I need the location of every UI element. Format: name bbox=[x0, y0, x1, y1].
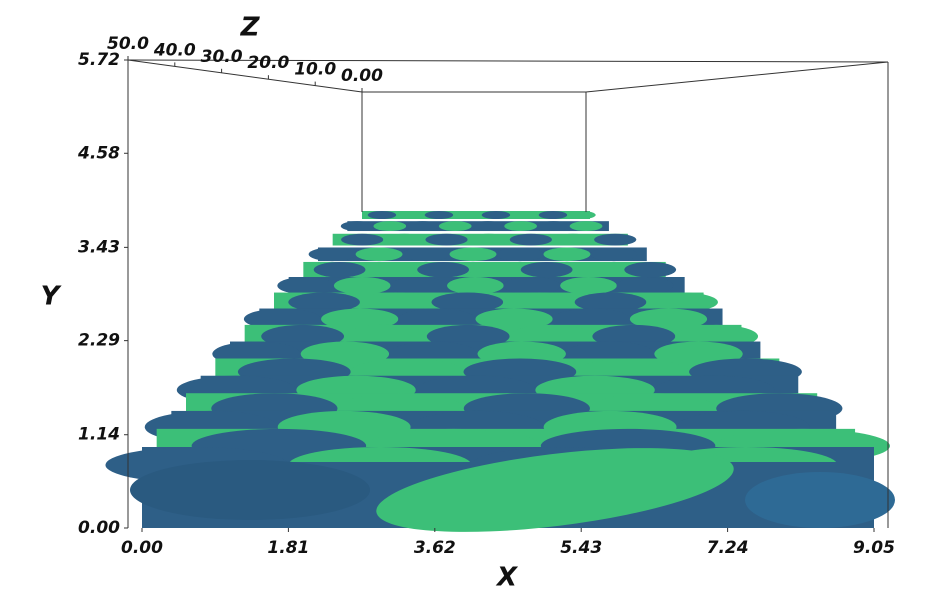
y-tick-label: 2.29 bbox=[78, 331, 120, 351]
surface-lobe bbox=[646, 292, 718, 312]
surface-lobe bbox=[417, 261, 470, 278]
surface-lobe bbox=[449, 247, 497, 262]
y-tick-label: 3.43 bbox=[78, 237, 120, 257]
surface-lobe bbox=[538, 211, 568, 219]
y-tick-label: 0.00 bbox=[78, 518, 120, 538]
x-tick-label: 1.81 bbox=[267, 538, 309, 558]
surface-lobe bbox=[590, 247, 638, 262]
surface-lobe bbox=[496, 247, 544, 262]
surface-lobe bbox=[504, 221, 537, 232]
surface-lobe bbox=[288, 292, 360, 312]
surface-lobe bbox=[616, 277, 674, 295]
y-tick-label: 1.14 bbox=[78, 425, 120, 445]
x-tick-label: 3.62 bbox=[414, 538, 456, 558]
z-tick-label: 50.0 bbox=[107, 34, 149, 54]
surface-lobe bbox=[467, 233, 510, 246]
surface-lobe bbox=[376, 448, 734, 532]
surface-lobe bbox=[567, 211, 596, 219]
surface-lobe bbox=[243, 308, 322, 330]
surface-lobe bbox=[383, 233, 426, 246]
surface-lobe bbox=[503, 277, 561, 295]
surface-lobe bbox=[471, 221, 505, 232]
box-edge bbox=[127, 59, 889, 63]
surface-lobe bbox=[333, 277, 391, 295]
y-tick-label: 4.58 bbox=[77, 143, 120, 163]
surface bbox=[105, 211, 895, 532]
surface-lobe bbox=[624, 261, 677, 278]
surface-lobe bbox=[313, 261, 366, 278]
surface-lobe bbox=[355, 247, 403, 262]
y-axis-label: Y bbox=[41, 282, 63, 312]
surface-lobe bbox=[469, 261, 521, 278]
surface-lobe bbox=[406, 221, 439, 232]
surface-lobe bbox=[308, 247, 356, 262]
surface-lobe bbox=[594, 233, 637, 246]
surface-lobe bbox=[425, 233, 468, 246]
surface-lobe bbox=[424, 211, 454, 219]
surface-lobe bbox=[398, 308, 476, 330]
surface-lobe bbox=[390, 277, 448, 295]
surface-lobe bbox=[365, 261, 418, 278]
z-tick-label: 20.0 bbox=[247, 53, 289, 73]
box-edge bbox=[127, 59, 363, 93]
surface-lobe bbox=[359, 292, 432, 312]
z-tick-label: 0.00 bbox=[341, 66, 383, 86]
surface-lobe bbox=[438, 221, 472, 232]
surface-lobe bbox=[341, 233, 384, 246]
surface-lobe bbox=[447, 277, 504, 295]
y-tick-label: 5.72 bbox=[78, 50, 120, 70]
surface-lobe bbox=[520, 261, 573, 278]
surface-lobe bbox=[373, 221, 407, 232]
surface-lobe bbox=[629, 308, 708, 330]
surface-lobe bbox=[745, 472, 895, 528]
z-tick-label: 10.0 bbox=[294, 60, 336, 80]
surface-lobe bbox=[130, 460, 370, 520]
surface-lobe bbox=[481, 211, 511, 219]
surface-lobe bbox=[340, 221, 374, 232]
surface-lobe bbox=[552, 308, 630, 330]
surface-lobe bbox=[367, 211, 397, 219]
surface-lobe bbox=[509, 233, 552, 246]
surface-lobe bbox=[277, 277, 334, 295]
surface-lobe bbox=[475, 308, 553, 330]
surface-lobe bbox=[431, 292, 504, 312]
surface-lobe bbox=[453, 211, 482, 219]
surface-lobe bbox=[536, 221, 570, 232]
box-edge bbox=[585, 61, 889, 93]
surface-lobe bbox=[503, 292, 575, 312]
x-axis-label: X bbox=[495, 563, 519, 593]
z-tick-label: 30.0 bbox=[201, 47, 243, 67]
surface-lobe bbox=[510, 211, 539, 219]
z-axis-label: Z bbox=[240, 13, 261, 43]
x-tick-label: 9.05 bbox=[853, 538, 895, 558]
surface-lobe bbox=[574, 292, 647, 312]
surface-lobe bbox=[572, 261, 625, 278]
surface-lobe bbox=[321, 308, 399, 330]
surface-lobe bbox=[560, 277, 617, 295]
surface-lobe bbox=[551, 233, 595, 246]
x-tick-label: 0.00 bbox=[121, 538, 163, 558]
surface-lobe bbox=[543, 247, 591, 262]
z-tick-label: 40.0 bbox=[153, 40, 196, 60]
x-tick-label: 5.43 bbox=[560, 538, 602, 558]
surface-lobe bbox=[569, 221, 603, 232]
x-tick-label: 7.24 bbox=[707, 538, 749, 558]
surface-lobe bbox=[402, 247, 450, 262]
surface-lobe bbox=[396, 211, 425, 219]
